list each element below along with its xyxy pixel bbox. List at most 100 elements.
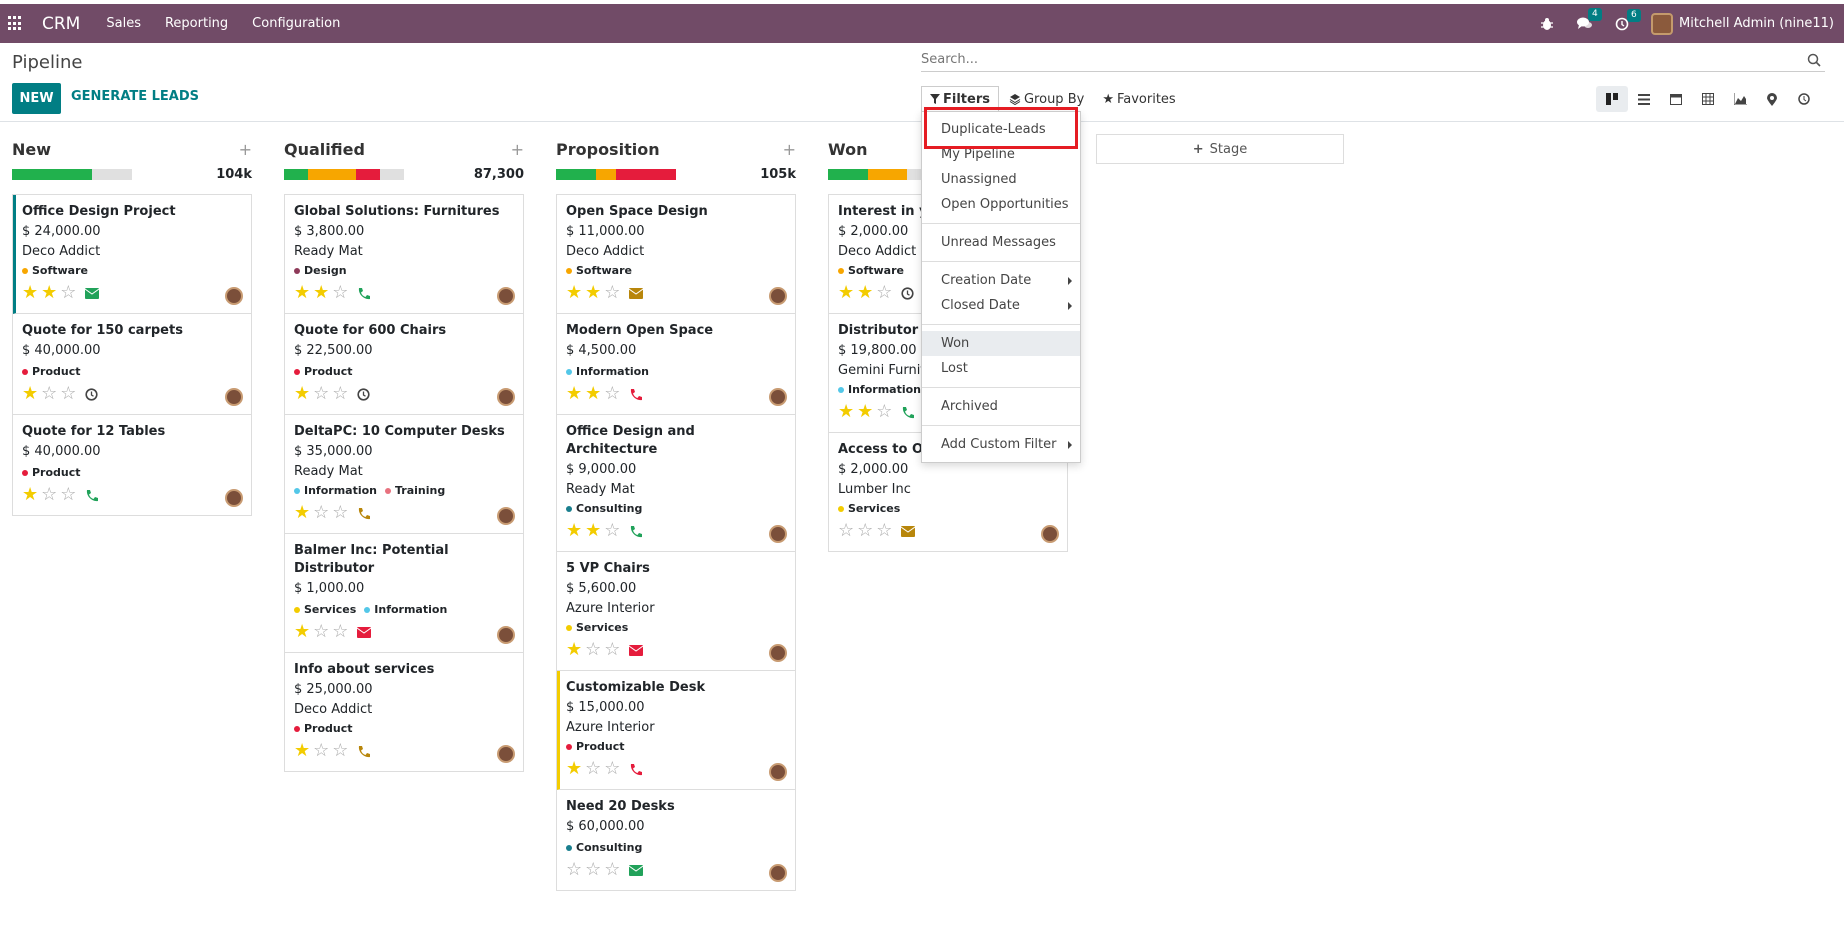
priority-star-icon[interactable]: ☆ [876, 401, 893, 422]
progress-segment[interactable] [556, 168, 596, 180]
priority-star-icon[interactable]: ★ [566, 758, 583, 779]
priority-star-icon[interactable]: ☆ [857, 520, 874, 541]
filter-duplicate-leads[interactable]: Duplicate-Leads [941, 122, 1046, 137]
salesperson-avatar[interactable] [225, 287, 243, 305]
opportunity-card[interactable]: Global Solutions: Furnitures $ 3,800.00 Re… [285, 195, 523, 314]
kanban-view-icon[interactable] [1596, 86, 1628, 112]
priority-star-icon[interactable]: ☆ [313, 621, 330, 642]
priority-star-icon[interactable]: ☆ [313, 383, 330, 404]
phone-icon[interactable] [357, 507, 371, 520]
priority-star-icon[interactable]: ☆ [566, 859, 583, 880]
priority-star-icon[interactable]: ☆ [604, 520, 621, 541]
priority-star-icon[interactable]: ★ [857, 401, 874, 422]
new-button[interactable]: NEW [12, 83, 61, 114]
opportunity-card[interactable]: Need 20 Desks $ 60,000.00 Consulting ☆ ☆ ☆ [557, 790, 795, 890]
priority-star-icon[interactable]: ☆ [332, 502, 349, 523]
opportunity-card[interactable]: Modern Open Space $ 4,500.00 Information ★ ★… [557, 314, 795, 415]
progress-segment[interactable] [867, 168, 908, 180]
priority-star-icon[interactable]: ☆ [585, 639, 602, 660]
priority-star-icon[interactable]: ★ [838, 401, 855, 422]
priority-star-icon[interactable]: ☆ [332, 621, 349, 642]
salesperson-avatar[interactable] [225, 388, 243, 406]
priority-star-icon[interactable]: ★ [294, 383, 311, 404]
clock-icon[interactable] [901, 286, 915, 300]
priority-star-icon[interactable]: ★ [41, 282, 58, 303]
email-icon[interactable] [629, 287, 644, 299]
user-menu[interactable]: Mitchell Admin (nine11) [1678, 16, 1834, 31]
opportunity-card[interactable]: Quote for 12 Tables $ 40,000.00 Product ★ ☆ ☆ [13, 415, 251, 515]
priority-star-icon[interactable]: ★ [857, 282, 874, 303]
opportunity-card[interactable]: Quote for 150 carpets $ 40,000.00 Product ★… [13, 314, 251, 415]
salesperson-avatar[interactable] [769, 864, 787, 882]
filter-unassigned[interactable]: Unassigned [941, 172, 1017, 187]
column-progress-bar[interactable] [12, 168, 132, 180]
app-brand[interactable]: CRM [42, 13, 81, 34]
progress-segment[interactable] [595, 168, 616, 180]
salesperson-avatar[interactable] [769, 287, 787, 305]
opportunity-card[interactable]: Office Design and Architecture $ 9,000.00… [557, 415, 795, 552]
email-icon[interactable] [357, 626, 372, 638]
salesperson-avatar[interactable] [1041, 525, 1059, 543]
priority-star-icon[interactable]: ☆ [41, 484, 58, 505]
priority-star-icon[interactable]: ★ [566, 520, 583, 541]
salesperson-avatar[interactable] [769, 388, 787, 406]
priority-star-icon[interactable]: ★ [294, 282, 311, 303]
priority-star-icon[interactable]: ☆ [60, 484, 77, 505]
priority-star-icon[interactable]: ☆ [585, 859, 602, 880]
filter-closed-date[interactable]: Closed Date [922, 293, 1080, 318]
opportunity-card[interactable]: 5 VP Chairs $ 5,600.00 Azure Interior Servi… [557, 552, 795, 671]
debug-bug-icon[interactable] [1540, 17, 1554, 31]
priority-star-icon[interactable]: ★ [566, 282, 583, 303]
salesperson-avatar[interactable] [497, 626, 515, 644]
progress-segment[interactable] [356, 168, 380, 180]
priority-star-icon[interactable]: ☆ [876, 520, 893, 541]
calendar-view-icon[interactable] [1660, 86, 1692, 112]
priority-star-icon[interactable]: ☆ [604, 383, 621, 404]
salesperson-avatar[interactable] [225, 489, 243, 507]
column-title[interactable]: Won [828, 139, 868, 159]
email-icon[interactable] [629, 644, 644, 656]
salesperson-avatar[interactable] [497, 287, 515, 305]
progress-segment[interactable] [380, 168, 404, 180]
priority-star-icon[interactable]: ☆ [60, 383, 77, 404]
salesperson-avatar[interactable] [769, 525, 787, 543]
favorites-toggle[interactable]: ★ Favorites [1094, 86, 1183, 112]
priority-star-icon[interactable]: ☆ [604, 758, 621, 779]
priority-star-icon[interactable]: ★ [585, 383, 602, 404]
add-custom-filter[interactable]: Add Custom Filter [922, 432, 1080, 457]
add-stage-button[interactable]: + Stage [1096, 134, 1344, 164]
priority-star-icon[interactable]: ★ [294, 502, 311, 523]
column-title[interactable]: New [12, 139, 52, 159]
quick-create-plus-icon[interactable]: + [782, 139, 796, 159]
menu-reporting[interactable]: Reporting [164, 16, 229, 31]
graph-view-icon[interactable] [1724, 86, 1756, 112]
phone-icon[interactable] [629, 388, 643, 401]
salesperson-avatar[interactable] [497, 388, 515, 406]
priority-star-icon[interactable]: ☆ [313, 740, 330, 761]
priority-star-icon[interactable]: ★ [22, 383, 39, 404]
phone-icon[interactable] [357, 745, 371, 758]
group-by-toggle[interactable]: Group By [1001, 86, 1092, 112]
email-icon[interactable] [629, 864, 644, 876]
quick-create-plus-icon[interactable]: + [238, 139, 252, 159]
menu-sales[interactable]: Sales [106, 16, 141, 31]
priority-star-icon[interactable]: ☆ [604, 859, 621, 880]
column-progress-bar[interactable] [556, 168, 676, 180]
filter-my-pipeline[interactable]: My Pipeline [941, 147, 1015, 162]
priority-star-icon[interactable]: ★ [22, 282, 39, 303]
phone-icon[interactable] [85, 489, 99, 502]
priority-star-icon[interactable]: ☆ [41, 383, 58, 404]
priority-star-icon[interactable]: ☆ [313, 502, 330, 523]
salesperson-avatar[interactable] [497, 745, 515, 763]
progress-segment[interactable] [828, 168, 868, 180]
pivot-view-icon[interactable] [1692, 86, 1724, 112]
menu-configuration[interactable]: Configuration [252, 16, 341, 31]
filter-unread-messages[interactable]: Unread Messages [941, 235, 1056, 250]
phone-icon[interactable] [629, 525, 643, 538]
filter-archived[interactable]: Archived [941, 399, 998, 414]
opportunity-card[interactable]: Office Design Project $ 24,000.00 Deco Add… [13, 195, 251, 314]
progress-segment[interactable] [12, 168, 93, 180]
priority-star-icon[interactable]: ★ [566, 639, 583, 660]
filter-won[interactable]: Won [922, 331, 1080, 356]
opportunity-card[interactable]: Quote for 600 Chairs $ 22,500.00 Product ★ ☆… [285, 314, 523, 415]
